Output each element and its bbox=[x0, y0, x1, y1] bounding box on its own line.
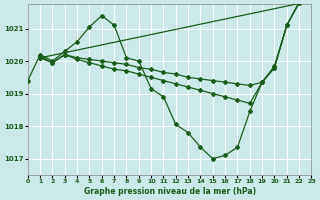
X-axis label: Graphe pression niveau de la mer (hPa): Graphe pression niveau de la mer (hPa) bbox=[84, 187, 256, 196]
